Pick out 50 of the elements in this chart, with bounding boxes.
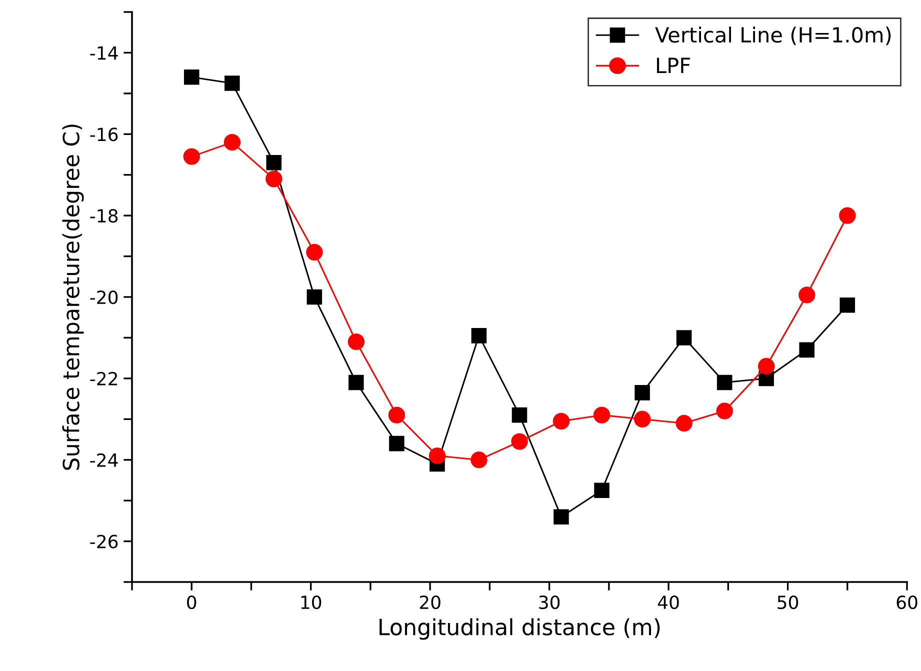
point: [428, 447, 446, 464]
point: [512, 407, 528, 423]
y-tick-label: -22: [90, 372, 117, 386]
point: [511, 433, 528, 450]
legend-label: LPF: [657, 58, 690, 73]
point: [348, 333, 364, 350]
point: [716, 374, 732, 390]
point: [306, 244, 323, 261]
point: [552, 412, 570, 430]
point: [224, 134, 240, 151]
y-tick-label: -14: [90, 46, 118, 60]
y-axis-title: Surface tempareture(degree C): [62, 124, 84, 470]
y-tick-label: -16: [90, 128, 118, 142]
point: [634, 410, 651, 428]
point: [676, 330, 692, 346]
point: [594, 482, 610, 498]
x-tick-label: 20: [420, 596, 440, 610]
point: [676, 414, 692, 432]
x-axis-title: Longitudinal distance (m): [380, 618, 660, 640]
point: [266, 170, 282, 188]
x-tick-label: 60: [896, 596, 918, 610]
x-tick-label: 10: [301, 596, 322, 610]
point: [388, 406, 406, 424]
point: [184, 70, 200, 85]
legend-label: Vertical Line (H=1.0m): [655, 26, 891, 46]
x-tick-label: 30: [539, 596, 560, 610]
x-tick-label: 50: [778, 596, 798, 610]
point: [799, 342, 814, 358]
point: [389, 436, 404, 452]
point: [306, 289, 322, 305]
point: [716, 402, 733, 420]
x-tick-label: 40: [658, 596, 679, 610]
point: [840, 298, 856, 313]
point: [758, 358, 775, 375]
point: [839, 207, 856, 224]
point: [183, 148, 200, 165]
y-tick-label: -24: [90, 453, 118, 467]
point: [798, 286, 816, 304]
point: [266, 155, 282, 170]
y-tick-label: -20: [90, 290, 118, 304]
point: [471, 328, 487, 344]
point: [554, 509, 569, 524]
y-tick-label: -26: [90, 534, 118, 548]
point: [348, 374, 364, 390]
point: [593, 406, 610, 424]
point: [224, 76, 240, 91]
y-tick-label: -18: [90, 209, 118, 223]
point: [470, 452, 488, 468]
point: [634, 385, 650, 400]
x-tick-label: 0: [187, 596, 196, 610]
